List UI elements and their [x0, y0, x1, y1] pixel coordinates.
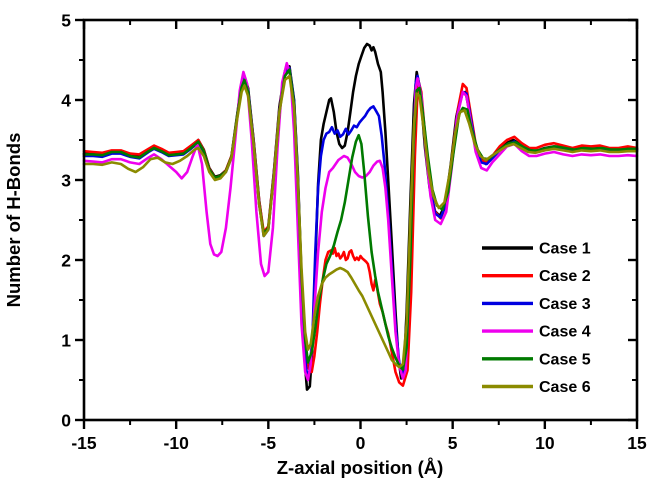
legend-label: Case 6	[539, 379, 591, 396]
legend-item-case-5: Case 5	[482, 351, 591, 368]
y-tick-label: 4	[61, 91, 71, 111]
y-axis-title: Number of H-Bonds	[3, 133, 24, 308]
y-tick-label: 1	[61, 331, 71, 351]
x-tick-label: -10	[164, 433, 190, 453]
x-tick-label: -15	[71, 433, 97, 453]
legend-item-case-1: Case 1	[482, 241, 591, 258]
x-tick-label: 5	[448, 433, 458, 453]
y-tick-label: 5	[61, 11, 71, 31]
series-line-case-6	[82, 74, 639, 369]
x-tick-label: 0	[356, 433, 366, 453]
x-tick-label: -5	[261, 433, 277, 453]
legend: Case 1 Case 2 Case 3 Case 4 Case 5 Case 6	[482, 241, 591, 396]
x-axis-title: Z-axial position (Å)	[277, 457, 444, 478]
legend-item-case-2: Case 2	[482, 268, 591, 285]
y-tick-label: 2	[61, 251, 71, 271]
series-layer	[82, 42, 639, 391]
x-tick-label: 15	[627, 433, 647, 453]
legend-label: Case 5	[539, 351, 591, 368]
legend-label: Case 4	[539, 324, 591, 341]
series-line-case-4	[82, 61, 639, 382]
legend-label: Case 1	[539, 241, 591, 258]
x-tick-label: 10	[535, 433, 555, 453]
legend-item-case-4: Case 4	[482, 324, 591, 341]
y-tick-label: 3	[61, 171, 71, 191]
legend-item-case-6: Case 6	[482, 379, 591, 396]
legend-label: Case 3	[539, 296, 591, 313]
axes-layer: -15 -10 -5 0 5 10 15 0 1 2 3 4 5	[61, 11, 647, 454]
legend-item-case-3: Case 3	[482, 296, 591, 313]
y-tick-label: 0	[61, 411, 71, 431]
legend-label: Case 2	[539, 268, 591, 285]
